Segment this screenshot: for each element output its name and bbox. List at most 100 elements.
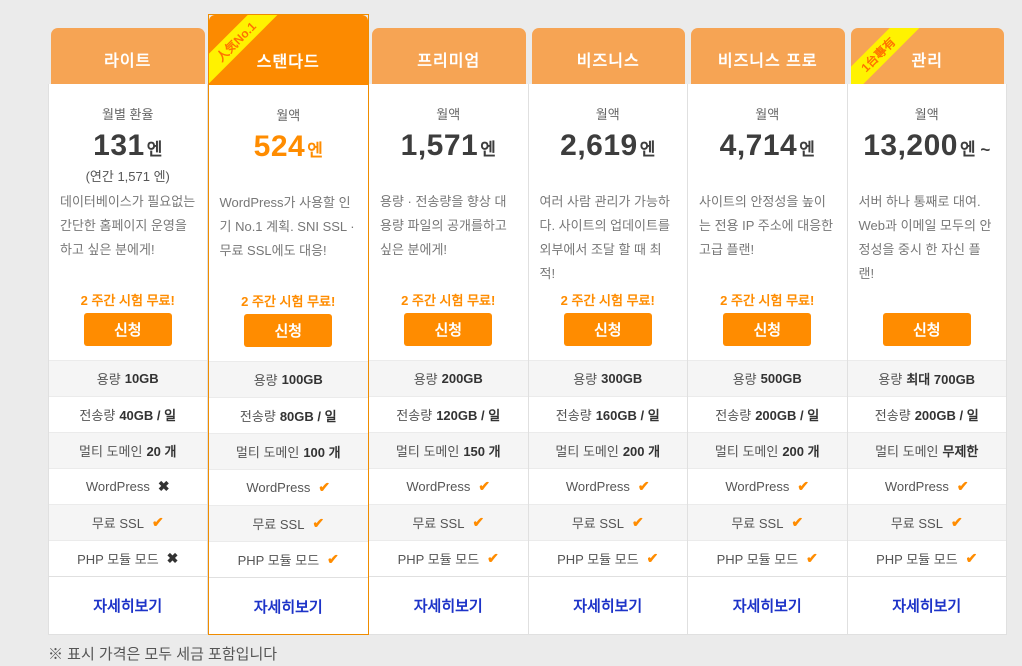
- feature-row: 용량 500GB: [688, 360, 847, 396]
- plan-header: 비즈니스 프로: [691, 28, 845, 84]
- feature-row: 용량 10GB: [49, 360, 207, 396]
- check-icon: ✔: [472, 514, 485, 530]
- feature-row: PHP 모듈 모드 ✔: [208, 541, 368, 577]
- detail-row: 자세히보기: [847, 576, 1006, 633]
- apply-button[interactable]: 신청: [563, 313, 652, 346]
- plan-header: 라이트: [51, 28, 205, 84]
- check-icon: ✔: [791, 514, 804, 530]
- detail-row: 자세히보기: [369, 576, 528, 633]
- price-amount: 2,619: [560, 129, 638, 162]
- feature-list: 용량 최대 700GB 전송량 200GB / 일 멀티 도메인 무제한 WordPr…: [847, 360, 1006, 576]
- check-icon: ✔: [151, 514, 164, 530]
- detail-link[interactable]: 자세히보기: [253, 598, 323, 616]
- price-block: 월액 524 엔: [209, 85, 369, 191]
- check-icon: ✔: [487, 550, 499, 566]
- feature-list: 용량 500GB 전송량 200GB / 일 멀티 도메인 200 개 WordPre…: [688, 360, 847, 576]
- plan-header: 人気No.1 스탠다드: [208, 15, 368, 85]
- price-block: 월액 4,714 엔: [688, 84, 847, 190]
- price: 524 엔: [209, 130, 369, 164]
- feature-row: 멀티 도메인 100 개: [208, 433, 368, 469]
- price-block: 월액 1,571 엔: [369, 84, 528, 190]
- detail-link[interactable]: 자세히보기: [413, 597, 483, 615]
- apply-button[interactable]: 신청: [244, 314, 333, 347]
- feature-row: WordPress ✔: [688, 468, 847, 504]
- check-icon: ✔: [950, 514, 963, 530]
- trial-offer: 2 주간 시험 무료!: [401, 293, 496, 308]
- price-period-label: 월액: [436, 107, 461, 122]
- price-unit: 엔: [307, 141, 323, 160]
- price-note: (연간 1,571 엔): [85, 169, 170, 184]
- feature-row: 용량 100GB: [208, 361, 368, 397]
- feature-row: 무료 SSL ✔: [688, 504, 847, 540]
- price-block: 월액 13,200 엔 ~: [848, 84, 1007, 190]
- plan-column-business: 비즈니스 월액 2,619 엔 여러 사람 관리가 가능하다. 사이트의 업데이트…: [528, 14, 688, 635]
- trial-offer: [848, 290, 1007, 312]
- price-period-label: 월액: [914, 107, 939, 122]
- check-icon: ✔: [478, 478, 491, 494]
- check-icon: ✔: [631, 514, 644, 530]
- plan-name: 프리미엄: [417, 53, 481, 70]
- price-period-label: 월액: [276, 108, 301, 123]
- price-unit: 엔: [639, 140, 656, 159]
- detail-link[interactable]: 자세히보기: [892, 597, 962, 615]
- trial-offer: 2 주간 시험 무료!: [80, 293, 175, 308]
- feature-row: WordPress ✔: [208, 469, 368, 505]
- feature-row: 전송량 120GB / 일: [369, 396, 528, 432]
- feature-row: 용량 최대 700GB: [847, 360, 1006, 396]
- cross-icon: ✖: [157, 478, 170, 494]
- check-icon: ✔: [965, 550, 978, 566]
- detail-link[interactable]: 자세히보기: [573, 597, 643, 615]
- price-period-label: 월액: [755, 107, 780, 122]
- plan-column-premium: 프리미엄 월액 1,571 엔 용량 · 전송량을 향상 대용량 파일의 공개를하…: [369, 14, 529, 635]
- pricing-table: 라이트 월별 환율 131 엔 (연간 1,571 엔) 데이터베이스가 필요없는…: [48, 14, 1007, 635]
- apply-button[interactable]: 신청: [882, 313, 971, 346]
- feature-row: PHP 모듈 모드 ✔: [688, 540, 847, 576]
- price-period-label: 월별 환율: [102, 107, 154, 122]
- feature-row: 전송량 200GB / 일: [688, 396, 847, 432]
- price: 1,571 엔: [369, 129, 528, 163]
- feature-row: 무료 SSL ✔: [528, 504, 687, 540]
- check-icon: ✔: [646, 550, 659, 566]
- detail-row: 자세히보기: [49, 576, 207, 633]
- plan-description: 데이터베이스가 필요없는 간단한 홈페이지 운영을 하고 싶은 분에게!: [60, 194, 196, 257]
- plan-name: 비즈니스 프로: [717, 53, 818, 70]
- apply-button[interactable]: 신청: [723, 313, 812, 346]
- feature-row: 무료 SSL ✔: [369, 504, 528, 540]
- feature-row: 멀티 도메인 150 개: [369, 432, 528, 468]
- feature-row: 멀티 도메인 200 개: [688, 432, 847, 468]
- plan-column-business-pro: 비즈니스 프로 월액 4,714 엔 사이트의 안정성을 높이는 전용 IP 주소…: [688, 14, 848, 635]
- plan-description: WordPress가 사용할 인기 No.1 계획. SNI SSL · 무료 …: [219, 195, 355, 258]
- detail-row: 자세히보기: [528, 576, 687, 633]
- price-period-label: 월액: [595, 107, 620, 122]
- plan-column-lite: 라이트 월별 환율 131 엔 (연간 1,571 엔) 데이터베이스가 필요없는…: [48, 14, 208, 635]
- feature-list: 용량 100GB 전송량 80GB / 일 멀티 도메인 100 개 WordPres…: [208, 361, 368, 577]
- detail-link[interactable]: 자세히보기: [93, 597, 163, 615]
- price-amount: 13,200: [863, 129, 958, 162]
- feature-row: 전송량 160GB / 일: [528, 396, 687, 432]
- trial-offer: 2 주간 시험 무료!: [241, 294, 336, 309]
- price: 4,714 엔: [688, 129, 847, 163]
- feature-row: 무료 SSL ✔: [49, 504, 207, 540]
- plan-description: 여러 사람 관리가 가능하다. 사이트의 업데이트를 외부에서 조달 할 때 최…: [539, 194, 670, 281]
- plan-description: 서버 하나 통째로 대여. Web과 이메일 모두의 안정성을 중시 한 자신 …: [858, 194, 992, 281]
- tax-note: ※ 표시 가격은 모두 세금 포함입니다: [48, 646, 278, 663]
- feature-row: 용량 300GB: [528, 360, 687, 396]
- plan-name: 관리: [911, 53, 943, 70]
- feature-list: 용량 300GB 전송량 160GB / 일 멀티 도메인 200 개 WordPre…: [528, 360, 687, 576]
- price-unit: 엔 ~: [959, 140, 991, 159]
- price: 13,200 엔 ~: [848, 129, 1007, 163]
- price-amount: 4,714: [719, 129, 798, 162]
- plan-name: 비즈니스: [576, 53, 640, 70]
- detail-link[interactable]: 자세히보기: [732, 597, 802, 615]
- check-icon: ✔: [637, 478, 650, 494]
- check-icon: ✔: [312, 515, 325, 531]
- feature-row: 전송량 80GB / 일: [208, 397, 368, 433]
- apply-button[interactable]: 신청: [404, 313, 493, 346]
- feature-row: WordPress ✔: [528, 468, 687, 504]
- detail-row: 자세히보기: [208, 577, 368, 634]
- feature-list: 용량 10GB 전송량 40GB / 일 멀티 도메인 20 개 WordPress ✖…: [49, 360, 207, 576]
- apply-button[interactable]: 신청: [83, 313, 172, 346]
- plan-description: 용량 · 전송량을 향상 대용량 파일의 공개를하고 싶은 분에게!: [380, 194, 507, 257]
- price-unit: 엔: [480, 140, 496, 159]
- trial-offer: 2 주간 시험 무료!: [720, 293, 815, 308]
